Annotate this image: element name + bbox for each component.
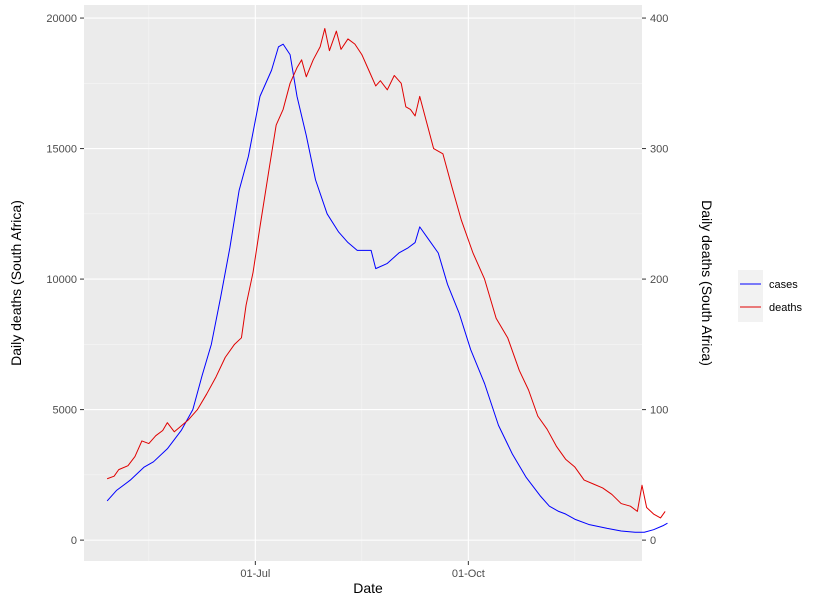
left-y-axis-title: Daily deaths (South Africa) xyxy=(8,200,24,366)
right-y-axis-title: Daily deaths (South Africa) xyxy=(699,200,715,366)
right-tick-label: 200 xyxy=(650,274,668,286)
legend-label-deaths: deaths xyxy=(769,302,803,314)
x-axis: 01-Jul 01-Oct xyxy=(240,561,485,580)
plot-panel xyxy=(84,5,642,561)
legend: cases deaths xyxy=(738,270,803,322)
x-tick-label: 01-Jul xyxy=(240,568,270,580)
left-tick-label: 0 xyxy=(71,535,77,547)
series-line-cases xyxy=(106,43,668,533)
left-tick-label: 10000 xyxy=(46,274,77,286)
x-axis-title: Date xyxy=(353,580,383,596)
left-y-axis: 0 5000 10000 15000 20000 xyxy=(46,13,84,547)
left-tick-label: 20000 xyxy=(46,13,77,25)
left-tick-label: 15000 xyxy=(46,144,77,156)
legend-key-background xyxy=(738,270,763,322)
right-tick-label: 300 xyxy=(650,144,668,156)
minor-gridlines xyxy=(84,5,642,561)
series-line-deaths xyxy=(106,27,666,519)
x-tick-label: 01-Oct xyxy=(452,568,485,580)
major-gridlines xyxy=(84,5,642,561)
right-tick-label: 0 xyxy=(650,535,656,547)
legend-label-cases: cases xyxy=(769,279,798,291)
right-tick-label: 100 xyxy=(650,405,668,417)
right-y-axis: 0 100 200 300 400 xyxy=(642,13,668,547)
right-tick-label: 400 xyxy=(650,13,668,25)
series-lines xyxy=(106,27,668,533)
left-tick-label: 5000 xyxy=(53,405,77,417)
